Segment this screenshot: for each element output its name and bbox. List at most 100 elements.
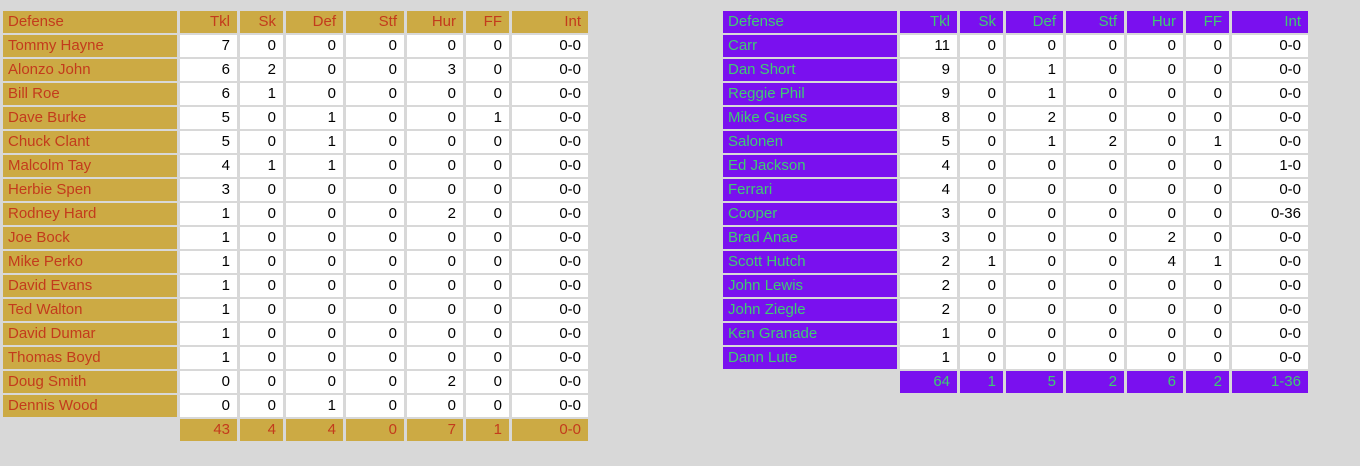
- player-name-cell: Rodney Hard: [3, 203, 177, 225]
- stat-cell: 0: [1006, 155, 1063, 177]
- stat-cell: 0-0: [512, 323, 588, 345]
- stat-cell: 2: [1066, 131, 1124, 153]
- total-cell: 1: [466, 419, 509, 441]
- stat-cell: 0: [1066, 59, 1124, 81]
- stat-cell: 0: [346, 251, 404, 273]
- stat-cell: 0: [407, 35, 463, 57]
- column-header-hur: Hur: [407, 11, 463, 33]
- stat-cell: 0: [1186, 227, 1229, 249]
- player-row: Thomas Boyd 1 0 0 0 0 0 0-0: [3, 347, 588, 369]
- stat-cell: 0: [466, 203, 509, 225]
- stat-cell: 0-0: [512, 395, 588, 417]
- stat-cell: 0: [466, 179, 509, 201]
- stat-cell: 0: [1186, 203, 1229, 225]
- stat-cell: 0-0: [1232, 131, 1308, 153]
- stat-cell: 1: [286, 131, 343, 153]
- stat-cell: 8: [900, 107, 957, 129]
- stat-cell: 0: [960, 35, 1003, 57]
- total-cell: 1: [960, 371, 1003, 393]
- column-header-def: Def: [286, 11, 343, 33]
- stat-cell: 0: [1186, 347, 1229, 369]
- total-cell: 7: [407, 419, 463, 441]
- total-cell: 4: [286, 419, 343, 441]
- stat-cell: 0: [1127, 347, 1183, 369]
- player-row: John Lewis 2 0 0 0 0 0 0-0: [723, 275, 1308, 297]
- stat-cell: 0: [286, 179, 343, 201]
- stat-cell: 0: [1186, 155, 1229, 177]
- stat-cell: 0: [960, 107, 1003, 129]
- stat-cell: 0: [240, 203, 283, 225]
- stat-cell: 0: [1186, 35, 1229, 57]
- totals-row: 43 4 4 0 7 1 0-0: [3, 419, 588, 441]
- player-row: Alonzo John 6 2 0 0 3 0 0-0: [3, 59, 588, 81]
- stat-cell: 0: [1066, 299, 1124, 321]
- stat-cell: 0: [286, 227, 343, 249]
- stat-cell: 0: [1006, 227, 1063, 249]
- player-name-cell: Cooper: [723, 203, 897, 225]
- stat-cell: 0: [960, 347, 1003, 369]
- stat-cell: 1: [1186, 251, 1229, 273]
- stat-cell: 0: [1127, 203, 1183, 225]
- stat-cell: 0: [346, 203, 404, 225]
- stat-cell: 0: [180, 395, 237, 417]
- player-name-cell: Carr: [723, 35, 897, 57]
- stat-cell: 0: [1006, 299, 1063, 321]
- totals-empty-cell: [3, 419, 177, 441]
- stat-cell: 0: [1066, 155, 1124, 177]
- stat-cell: 0-0: [512, 107, 588, 129]
- stat-cell: 0: [240, 395, 283, 417]
- stat-cell: 0: [407, 395, 463, 417]
- player-row: Salonen 5 0 1 2 0 1 0-0: [723, 131, 1308, 153]
- stat-cell: 0: [1127, 35, 1183, 57]
- stat-cell: 1: [180, 251, 237, 273]
- stat-cell: 0: [346, 395, 404, 417]
- stat-cell: 0: [466, 275, 509, 297]
- stat-cell: 1: [180, 227, 237, 249]
- stat-cell: 0: [346, 131, 404, 153]
- defense-table-right: Defense Tkl Sk Def Stf Hur FF Int Carr 11 0 0 0 0 0 0-0…: [720, 9, 1311, 395]
- stat-cell: 0-0: [1232, 179, 1308, 201]
- player-name-cell: David Dumar: [3, 323, 177, 345]
- stat-cell: 0-0: [512, 227, 588, 249]
- stat-cell: 0: [346, 107, 404, 129]
- stat-cell: 0-0: [1232, 83, 1308, 105]
- stat-cell: 0: [286, 371, 343, 393]
- stat-cell: 0-0: [1232, 59, 1308, 81]
- player-name-cell: Bill Roe: [3, 83, 177, 105]
- stat-cell: 11: [900, 35, 957, 57]
- column-header-stf: Stf: [1066, 11, 1124, 33]
- player-name-cell: Ken Granade: [723, 323, 897, 345]
- stat-cell: 2: [900, 299, 957, 321]
- stat-cell: 2: [900, 275, 957, 297]
- stat-cell: 0: [466, 35, 509, 57]
- stat-cell: 0: [1006, 323, 1063, 345]
- stat-cell: 0: [407, 107, 463, 129]
- stat-cell: 0-0: [512, 371, 588, 393]
- stat-cell: 0-0: [512, 203, 588, 225]
- stat-cell: 0: [240, 179, 283, 201]
- player-row: Ferrari 4 0 0 0 0 0 0-0: [723, 179, 1308, 201]
- totals-row: 64 1 5 2 6 2 1-36: [723, 371, 1308, 393]
- stat-cell: 0: [466, 155, 509, 177]
- stat-cell: 0: [1127, 323, 1183, 345]
- stat-cell: 0: [407, 299, 463, 321]
- player-row: David Dumar 1 0 0 0 0 0 0-0: [3, 323, 588, 345]
- stat-cell: 0: [1006, 275, 1063, 297]
- stat-cell: 0: [286, 59, 343, 81]
- player-row: Dan Short 9 0 1 0 0 0 0-0: [723, 59, 1308, 81]
- stat-cell: 0-0: [1232, 35, 1308, 57]
- player-row: Scott Hutch 2 1 0 0 4 1 0-0: [723, 251, 1308, 273]
- total-cell: 5: [1006, 371, 1063, 393]
- stat-cell: 0: [407, 275, 463, 297]
- stat-cell: 0: [1006, 203, 1063, 225]
- stat-cell: 0: [240, 371, 283, 393]
- stat-cell: 0: [1066, 251, 1124, 273]
- stat-cell: 0: [407, 131, 463, 153]
- stat-cell: 5: [180, 131, 237, 153]
- stat-cell: 0: [466, 371, 509, 393]
- player-name-cell: John Lewis: [723, 275, 897, 297]
- player-name-cell: Dann Lute: [723, 347, 897, 369]
- column-header-tkl: Tkl: [180, 11, 237, 33]
- stat-cell: 3: [900, 227, 957, 249]
- stat-cell: 0-0: [1232, 299, 1308, 321]
